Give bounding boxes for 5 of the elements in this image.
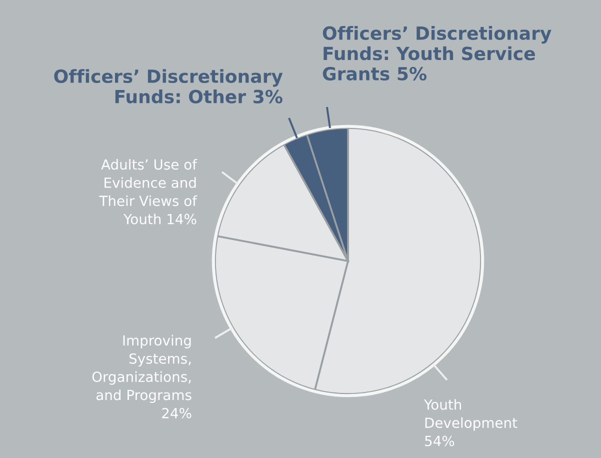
slice-label: Improving Systems, Organizations, and Programs 24% (92, 334, 192, 418)
slice-label: Adults’ Use of Evidence and Their Views of Youth 14% (99, 158, 198, 224)
slice-label: Officers’ Discretionary Funds: Other 3% (54, 69, 283, 104)
slice-label: Youth Development 54% (424, 399, 518, 446)
slice-label: Officers’ Discretionary Funds: Youth Service Grants 5% (322, 26, 552, 81)
